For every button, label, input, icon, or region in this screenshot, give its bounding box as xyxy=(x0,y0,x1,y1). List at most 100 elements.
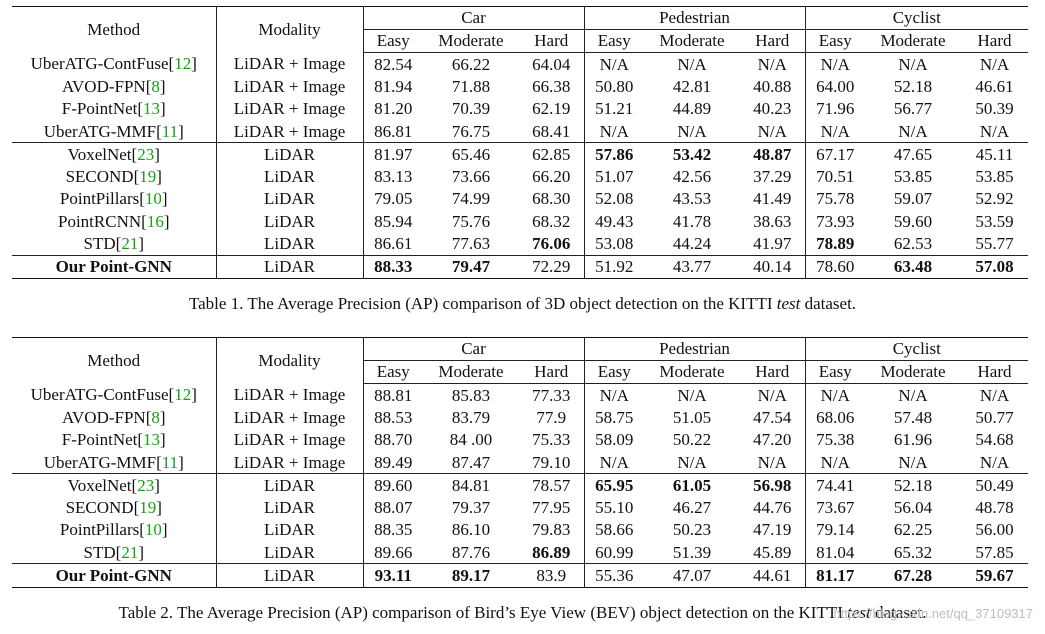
ref-close-bracket: ] xyxy=(154,475,160,495)
value-cell: 77.9 xyxy=(536,407,567,427)
method-cell: UberATG-ContFuse[12] xyxy=(12,53,216,76)
method-cell: AVOD-FPN[8] xyxy=(12,75,216,97)
value-cell: 46.27 xyxy=(672,498,712,518)
modality-cell: LiDAR xyxy=(215,563,363,588)
value-cell: 52.08 xyxy=(583,187,644,211)
table-row: Our Point-GNN LiDAR 88.33 79.47 72.29 51.92 43… xyxy=(12,254,1029,279)
table-row: PointPillars[10] LiDAR 88.35 86.10 79.83 58.6… xyxy=(12,518,1028,542)
value-cell: 78.60 xyxy=(804,254,866,279)
table-row: PointRCNN[16] LiDAR 85.94 75.76 68.32 49.43 41… xyxy=(12,210,1028,233)
ref-close-bracket: ] xyxy=(154,144,160,164)
value-cell: 50.77 xyxy=(975,407,1014,427)
value-cell: 53.85 xyxy=(893,167,933,187)
modality-cell: LiDAR xyxy=(215,473,363,497)
ref-open-bracket: [ xyxy=(145,76,152,96)
citation-link[interactable]: 10 xyxy=(144,189,162,209)
method-header: Method xyxy=(12,337,216,384)
modality-cell: LiDAR xyxy=(215,165,363,188)
citation-link[interactable]: 13 xyxy=(143,430,161,450)
citation-link[interactable]: 13 xyxy=(143,99,161,119)
value-cell: 86.10 xyxy=(451,520,491,540)
value-cell: N/A xyxy=(583,383,644,407)
difficulty-header: Hard xyxy=(961,29,1029,53)
citation-link[interactable]: 8 xyxy=(151,76,160,96)
table-row: SECOND[19] LiDAR 88.07 79.37 77.95 55.10 46.27… xyxy=(12,496,1028,519)
value-cell: 79.14 xyxy=(804,518,866,542)
modality-cell: LiDAR xyxy=(215,210,363,233)
citation-link[interactable]: 10 xyxy=(144,520,162,540)
value-cell: 52.18 xyxy=(865,473,962,497)
value-cell: 83.9 xyxy=(519,563,584,588)
value-cell: N/A xyxy=(757,385,787,405)
value-cell: 86.61 xyxy=(362,232,423,256)
citation-link[interactable]: 12 xyxy=(174,54,192,74)
value-cell: 52.92 xyxy=(975,189,1014,209)
value-cell: 53.08 xyxy=(583,232,644,256)
group-header: Car xyxy=(362,337,584,361)
difficulty-header: Moderate xyxy=(644,360,740,384)
group-header: Pedestrian xyxy=(583,6,806,30)
value-cell: 73.93 xyxy=(804,210,866,233)
value-cell: 82.54 xyxy=(362,52,423,76)
value-cell: 73.66 xyxy=(451,167,491,187)
table-2-caption: Table 2. The Average Precision (AP) comp… xyxy=(118,603,927,622)
difficulty-header: Moderate xyxy=(423,29,519,53)
value-cell: 47.54 xyxy=(753,407,792,427)
method-name: PointPillars xyxy=(59,189,140,209)
citation-link[interactable]: 21 xyxy=(121,542,139,562)
modality-cell: LiDAR + Image xyxy=(215,97,363,120)
value-cell: N/A xyxy=(677,452,707,472)
modality-cell: LiDAR xyxy=(215,187,363,211)
value-cell: 77.63 xyxy=(451,234,491,254)
citation-link[interactable]: 8 xyxy=(151,407,160,427)
value-cell: 58.09 xyxy=(583,428,644,451)
ref-close-bracket: ] xyxy=(178,452,184,472)
value-cell: N/A xyxy=(979,54,1010,74)
citation-link[interactable]: 12 xyxy=(174,385,192,405)
citation-link[interactable]: 11 xyxy=(161,121,179,141)
difficulty-header: Easy xyxy=(362,29,423,53)
value-cell: 63.48 xyxy=(865,254,962,279)
value-cell: 79.83 xyxy=(532,520,571,540)
citation-link[interactable]: 11 xyxy=(161,452,179,472)
citation-link[interactable]: 23 xyxy=(137,475,155,495)
value-cell: 50.22 xyxy=(672,430,712,450)
ref-open-bracket: [ xyxy=(133,498,140,518)
difficulty-header: Moderate xyxy=(423,360,519,384)
table-row: VoxelNet[23] LiDAR 89.60 84.81 78.57 65.95 61.… xyxy=(12,473,1029,497)
value-cell: 75.33 xyxy=(532,430,571,450)
value-cell: N/A xyxy=(804,450,866,474)
header-row-difficulty: Easy Moderate Hard Easy Moderate Hard Easy Mode… xyxy=(12,29,1029,53)
modality-cell: LiDAR + Image xyxy=(215,450,363,474)
table-row: F-PointNet[13] LiDAR + Image 81.20 70.39 62.… xyxy=(12,97,1028,120)
method-name: SECOND xyxy=(65,498,134,518)
value-cell: 55.10 xyxy=(583,496,644,519)
citation-link[interactable]: 16 xyxy=(146,211,164,231)
value-cell: 48.78 xyxy=(975,498,1014,518)
difficulty-header: Easy xyxy=(804,360,866,384)
value-cell: 51.92 xyxy=(583,254,644,279)
modality-header: Modality xyxy=(215,337,363,384)
value-cell: 65.46 xyxy=(423,142,519,166)
citation-link[interactable]: 19 xyxy=(139,498,157,518)
citation-link[interactable]: 23 xyxy=(137,144,155,164)
value-cell: 78.89 xyxy=(804,232,866,256)
method-cell: VoxelNet[23] xyxy=(12,142,216,166)
value-cell: N/A xyxy=(677,385,707,405)
value-cell: 62.53 xyxy=(893,234,933,254)
value-cell: 74.99 xyxy=(451,189,491,209)
value-cell: 89.66 xyxy=(362,541,423,564)
citation-link[interactable]: 19 xyxy=(139,167,157,187)
method-name: UberATG-ContFuse xyxy=(30,54,169,74)
value-cell: N/A xyxy=(804,119,866,143)
citation-link[interactable]: 21 xyxy=(121,234,139,254)
value-cell: 47.20 xyxy=(753,430,792,450)
value-cell: 68.32 xyxy=(532,211,571,231)
value-cell: N/A xyxy=(677,121,707,141)
value-cell: 93.11 xyxy=(362,563,423,588)
value-cell: 75.38 xyxy=(804,428,866,451)
table-row: Our Point-GNN LiDAR 93.11 89.17 83.9 55.36 47.… xyxy=(12,563,1029,588)
table-row: UberATG-MMF[11] LiDAR + Image 86.81 76.75 68… xyxy=(12,119,1028,143)
group-header: Cyclist xyxy=(804,6,1029,30)
ref-open-bracket: [ xyxy=(137,430,144,450)
